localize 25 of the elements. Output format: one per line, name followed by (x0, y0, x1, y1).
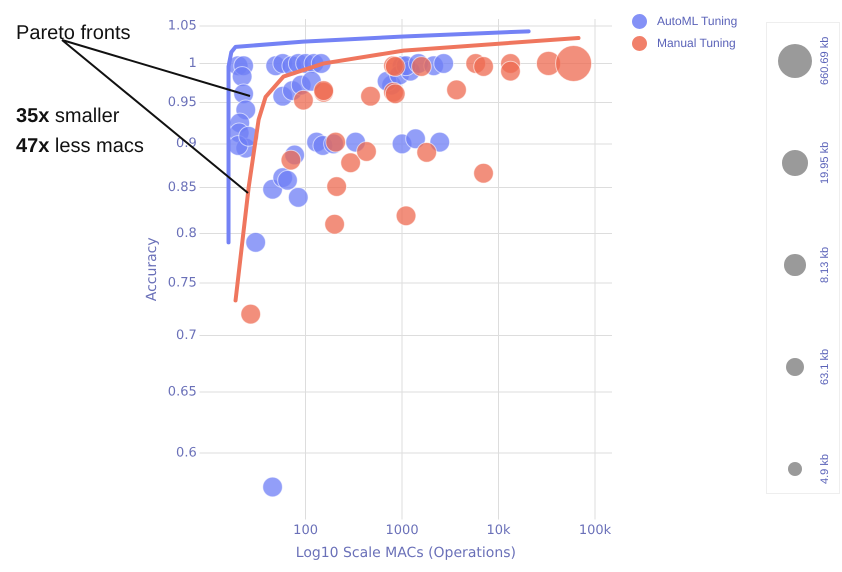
legend-label: AutoML Tuning (657, 14, 738, 28)
legend-label: Manual Tuning (657, 36, 736, 50)
legend-label: 4.9 kb (819, 454, 831, 484)
y-tick-label: 0.95 (168, 94, 197, 110)
y-tick-label: 1 (188, 56, 197, 71)
legend-label: 19.95 kb (819, 142, 831, 184)
text: Pareto fronts (16, 22, 131, 45)
y-tick-label: 0.7 (176, 328, 197, 343)
y-axis-title: Accuracy (144, 237, 160, 302)
y-tick-label: 0.85 (168, 180, 197, 195)
legend-label: 63.1 kb (819, 348, 831, 385)
y-tick-label: 0.65 (168, 384, 197, 400)
x-axis-title: Log10 Scale MACs (Operations) (296, 545, 516, 562)
legend-label: 8.13 kb (819, 246, 831, 283)
y-tick-label: 1.05 (168, 18, 197, 34)
x-tick-label: 10k (486, 522, 512, 538)
x-tick-label: 100k (578, 522, 612, 538)
x-tick-label: 100 (293, 522, 318, 538)
text: 35x smaller (16, 105, 120, 128)
legend-label: 660.69 kb (819, 36, 831, 85)
y-tick-label: 0.75 (168, 275, 197, 290)
y-tick-label: 0.8 (176, 226, 197, 242)
x-tick-label: 1000 (386, 522, 419, 538)
text: 47x less macs (16, 135, 144, 158)
y-tick-label: 0.6 (176, 446, 197, 461)
